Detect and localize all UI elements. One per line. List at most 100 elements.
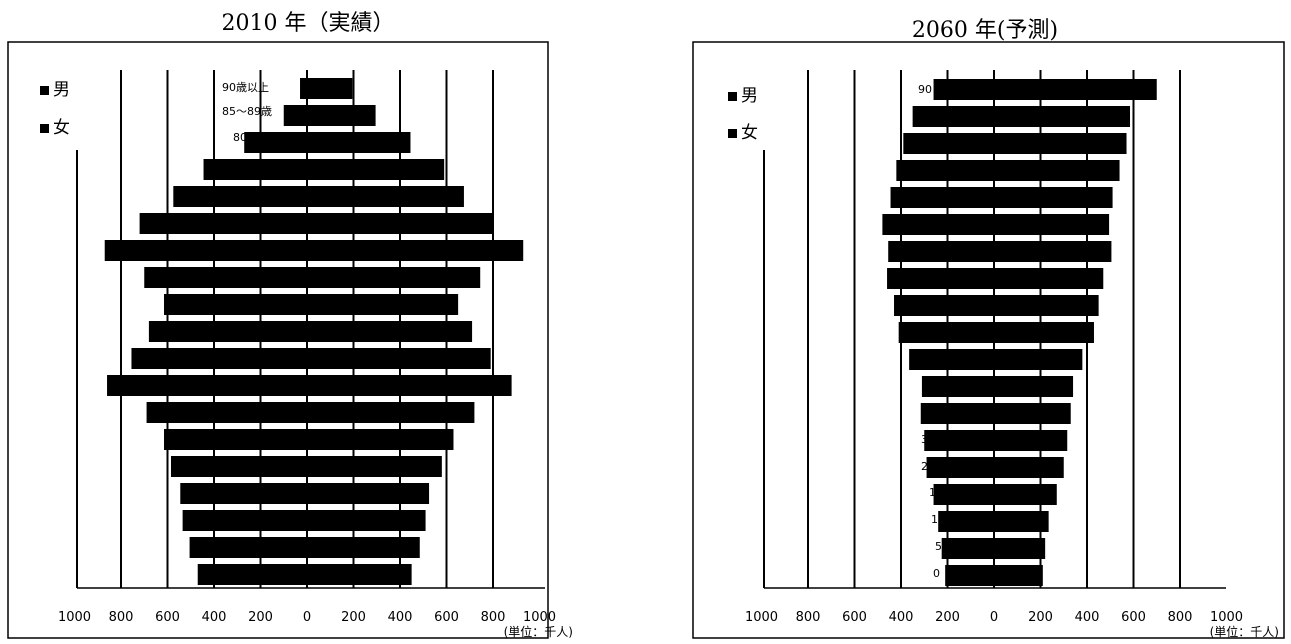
bar-female: [994, 403, 1071, 424]
bar-female: [307, 402, 475, 423]
bar-female: [994, 457, 1064, 478]
bar-male: [938, 511, 994, 532]
legend-label: 女: [741, 123, 758, 143]
legend-swatch: [728, 129, 737, 138]
bar-female: [307, 483, 430, 504]
bar-male: [148, 321, 307, 342]
bar-female: [994, 133, 1127, 154]
bar-male: [164, 294, 307, 315]
bar-male: [244, 132, 307, 153]
x-tick-label: 200: [1028, 610, 1053, 625]
bar-male: [887, 268, 994, 289]
bar-male: [945, 565, 994, 586]
x-tick-label: 1000: [1210, 610, 1243, 625]
bar-male: [903, 133, 994, 154]
legend-label: 男: [741, 86, 758, 106]
x-tick-label: 400: [889, 610, 914, 625]
bar-female: [307, 348, 491, 369]
x-tick-label: 200: [248, 610, 273, 625]
bar-male: [933, 79, 994, 100]
bar-male: [920, 403, 994, 424]
x-tick-label: 200: [935, 610, 960, 625]
bar-male: [189, 537, 307, 558]
bar-male: [941, 538, 994, 559]
age-label: 90: [918, 83, 932, 96]
bar-male: [170, 456, 307, 477]
chart-frame: [692, 41, 1285, 639]
bar-female: [994, 349, 1083, 370]
bar-male: [131, 348, 307, 369]
bar-female: [307, 78, 353, 99]
x-tick-label: 1000: [523, 610, 556, 625]
bar-female: [307, 132, 411, 153]
bar-female: [307, 186, 464, 207]
x-tick-label: 600: [155, 610, 180, 625]
bar-female: [994, 79, 1157, 100]
x-tick-label: 1000: [58, 610, 91, 625]
bar-female: [994, 214, 1110, 235]
legend-swatch: [40, 124, 49, 133]
x-tick-label: 800: [796, 610, 821, 625]
age-label: 2: [921, 460, 928, 473]
bar-male: [139, 213, 307, 234]
bar-female: [994, 484, 1057, 505]
bar-female: [307, 294, 459, 315]
legend-label: 男: [53, 80, 70, 100]
bar-female: [994, 268, 1104, 289]
x-tick-label: 800: [109, 610, 134, 625]
bar-male: [203, 159, 307, 180]
bar-female: [994, 511, 1049, 532]
age-label: 3: [921, 433, 928, 446]
chart-frame: [7, 41, 549, 639]
bar-female: [307, 105, 376, 126]
x-tick-label: 600: [434, 610, 459, 625]
x-tick-label: 200: [341, 610, 366, 625]
bar-male: [888, 241, 994, 262]
chart-title: 2010 年（実績）: [222, 11, 395, 36]
x-tick-label: 400: [388, 610, 413, 625]
bar-male: [104, 240, 307, 261]
bar-male: [921, 376, 994, 397]
legend-swatch: [728, 92, 737, 101]
bar-male: [896, 160, 994, 181]
bar-male: [924, 430, 994, 451]
legend-swatch: [40, 86, 49, 95]
bar-male: [882, 214, 994, 235]
bar-female: [994, 295, 1099, 316]
x-tick-label: 0: [303, 610, 311, 625]
unit-label: (単位：千人): [504, 624, 573, 639]
legend-label: 女: [53, 118, 70, 138]
age-label: 80: [233, 131, 247, 144]
bar-female: [994, 241, 1112, 262]
bar-female: [307, 537, 420, 558]
bar-male: [180, 483, 307, 504]
bar-female: [307, 159, 445, 180]
bar-male: [164, 429, 307, 450]
bar-male: [909, 349, 994, 370]
bar-female: [307, 321, 473, 342]
chart-2010: 2010 年（実績） 1000 800 600 400 200 0 200 400 600 800 1…: [7, 11, 573, 639]
x-tick-label: 1000: [745, 610, 778, 625]
bar-female: [994, 430, 1068, 451]
x-tick-label: 600: [842, 610, 867, 625]
bar-female: [994, 187, 1113, 208]
bar-male: [107, 375, 307, 396]
bar-female: [994, 565, 1043, 586]
bar-male: [912, 106, 994, 127]
bar-male: [898, 322, 994, 343]
bar-female: [994, 160, 1120, 181]
bar-male: [182, 510, 307, 531]
bar-male: [890, 187, 994, 208]
bar-female: [307, 429, 454, 450]
x-tick-label: 0: [990, 610, 998, 625]
x-tick-label: 400: [202, 610, 227, 625]
bar-male: [283, 105, 307, 126]
age-label: 10: [931, 513, 945, 526]
bar-female: [307, 456, 442, 477]
age-label: 0: [933, 567, 940, 580]
bar-female: [994, 322, 1094, 343]
bar-female: [307, 240, 524, 261]
bar-male: [926, 457, 994, 478]
bar-female: [307, 267, 481, 288]
